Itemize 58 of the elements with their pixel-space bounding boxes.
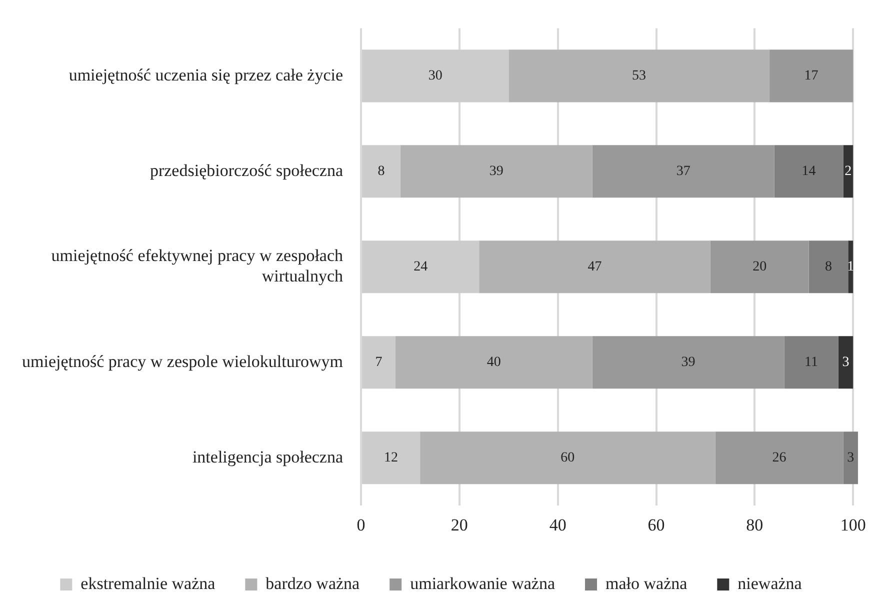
data-label: 39: [489, 164, 504, 180]
bar: [843, 145, 854, 198]
bar: [508, 50, 770, 102]
data-label: 17: [804, 68, 818, 84]
y-tick-label: umiejętność efektywnej pracy w zespołach wirtualnych: [51, 246, 344, 286]
data-label: 60: [560, 450, 575, 466]
data-label: 7: [375, 355, 382, 370]
data-label: 39: [681, 355, 696, 370]
bar: [395, 336, 592, 389]
data-label: 12: [384, 450, 398, 466]
data-label: 2: [844, 164, 852, 180]
x-tick-label: 20: [450, 515, 468, 534]
data-label: 47: [588, 260, 602, 275]
bar: [808, 240, 848, 294]
y-tick-label: umiejętność uczenia się przez całe życie: [68, 65, 344, 84]
bar: [362, 145, 400, 198]
x-tick-label: 60: [648, 515, 665, 534]
bar: [769, 50, 854, 102]
legend-label: ekstremalnie ważna: [80, 574, 216, 593]
legend-label: nieważna: [738, 574, 802, 593]
bar: [843, 432, 858, 484]
y-tick-label: przedsiębiorczość społeczna: [150, 160, 344, 180]
legend-label: umiarkowanie ważna: [410, 574, 556, 593]
y-tick-label: inteligencja społeczna: [192, 447, 344, 466]
legend-label: mało ważna: [606, 574, 688, 593]
bar: [362, 50, 509, 102]
x-tick-label: 80: [746, 515, 764, 534]
data-label: 11: [804, 355, 818, 370]
data-label: 53: [632, 68, 646, 84]
bar: [400, 145, 592, 198]
x-tick-label: 100: [840, 515, 866, 534]
bar: [715, 432, 844, 484]
bar: [838, 336, 854, 389]
legend-label: bardzo ważna: [266, 574, 360, 593]
bar: [362, 240, 480, 294]
data-label: 3: [842, 355, 850, 370]
bar: [592, 336, 784, 389]
x-tick-label: 0: [356, 515, 366, 534]
data-label: 37: [676, 164, 690, 180]
bar: [774, 145, 844, 198]
bar: [362, 432, 420, 484]
data-label: 14: [802, 164, 816, 180]
data-label: 8: [378, 164, 385, 180]
bar: [479, 240, 710, 294]
bar: [710, 240, 809, 294]
data-label: 30: [428, 68, 442, 84]
bar: [362, 336, 396, 389]
x-tick-label: 40: [549, 515, 566, 534]
data-label: 3: [847, 450, 854, 466]
y-tick-label: umiejętność pracy w zespole wielokulturowym: [22, 352, 344, 371]
bar: [420, 432, 716, 484]
bar: [592, 145, 774, 198]
data-label: 40: [486, 355, 501, 370]
data-label: 8: [824, 260, 832, 275]
data-label: 20: [752, 260, 767, 275]
data-label: 26: [772, 450, 786, 466]
bar: [784, 336, 838, 389]
data-label: 24: [414, 260, 428, 275]
